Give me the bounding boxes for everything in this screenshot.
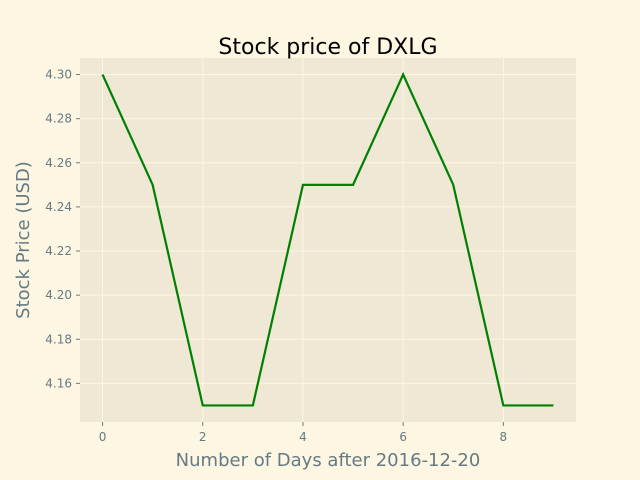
y-tick-label: 4.20	[45, 288, 72, 302]
y-tick-label: 4.30	[45, 68, 72, 82]
y-axis-label: Stock Price (USD)	[13, 161, 34, 319]
chart-title: Stock price of DXLG	[218, 35, 437, 60]
y-axis-ticks: 4.16 4.18 4.20 4.22 4.24 4.26 4.28 4.30	[45, 68, 80, 390]
grid-lines	[80, 58, 576, 422]
y-tick-label: 4.16	[45, 376, 72, 390]
y-tick-label: 4.28	[45, 112, 72, 126]
x-tick-label: 6	[399, 430, 407, 444]
x-tick-label: 4	[299, 430, 307, 444]
x-axis-ticks: 0 2 4 6 8	[99, 422, 507, 444]
x-tick-label: 8	[500, 430, 508, 444]
x-tick-label: 0	[99, 430, 107, 444]
y-tick-label: 4.18	[45, 332, 72, 346]
y-tick-label: 4.24	[45, 200, 72, 214]
plot-area	[80, 58, 576, 422]
x-axis-label: Number of Days after 2016-12-20	[176, 450, 481, 471]
x-tick-label: 2	[199, 430, 207, 444]
y-tick-label: 4.22	[45, 244, 72, 258]
series-line-price	[101, 71, 554, 407]
y-tick-label: 4.26	[45, 156, 72, 170]
